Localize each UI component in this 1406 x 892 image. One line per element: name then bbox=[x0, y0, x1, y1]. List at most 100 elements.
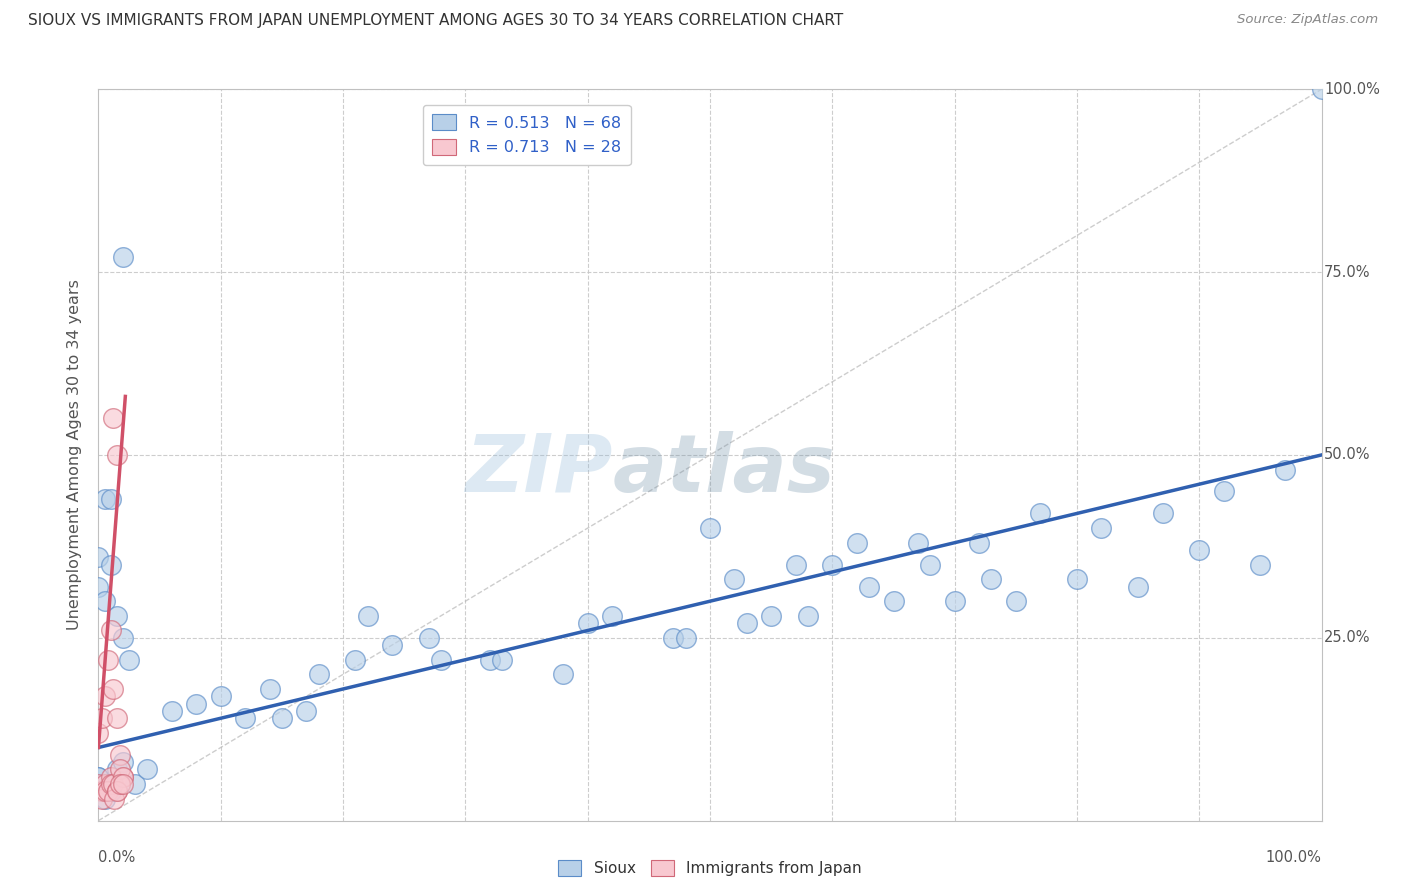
Point bbox=[87, 777, 110, 791]
Point bbox=[662, 631, 685, 645]
Point bbox=[105, 608, 128, 623]
Point bbox=[105, 784, 128, 798]
Text: 0.0%: 0.0% bbox=[98, 850, 135, 865]
Point bbox=[883, 594, 905, 608]
Point bbox=[1128, 580, 1150, 594]
Point bbox=[1029, 507, 1052, 521]
Point bbox=[110, 763, 132, 777]
Point bbox=[295, 704, 318, 718]
Point bbox=[100, 784, 122, 798]
Point bbox=[381, 638, 404, 652]
Point bbox=[87, 550, 110, 565]
Text: SIOUX VS IMMIGRANTS FROM JAPAN UNEMPLOYMENT AMONG AGES 30 TO 34 YEARS CORRELATIO: SIOUX VS IMMIGRANTS FROM JAPAN UNEMPLOYM… bbox=[28, 13, 844, 29]
Point bbox=[93, 690, 115, 704]
Point bbox=[491, 653, 513, 667]
Point bbox=[110, 747, 132, 762]
Text: 75.0%: 75.0% bbox=[1324, 265, 1371, 279]
Point bbox=[87, 770, 110, 784]
Point bbox=[97, 784, 120, 798]
Point bbox=[600, 608, 623, 623]
Point bbox=[111, 755, 134, 769]
Point bbox=[93, 784, 115, 798]
Point bbox=[785, 558, 807, 572]
Point bbox=[356, 608, 378, 623]
Point bbox=[100, 558, 122, 572]
Point bbox=[124, 777, 146, 791]
Point bbox=[93, 791, 115, 805]
Point bbox=[111, 631, 134, 645]
Point bbox=[1090, 521, 1112, 535]
Point bbox=[160, 704, 183, 718]
Point bbox=[97, 653, 120, 667]
Point bbox=[118, 653, 141, 667]
Point bbox=[1004, 594, 1026, 608]
Point bbox=[100, 777, 122, 791]
Point bbox=[105, 763, 128, 777]
Legend: Sioux, Immigrants from Japan: Sioux, Immigrants from Japan bbox=[553, 855, 868, 882]
Point bbox=[93, 777, 115, 791]
Point bbox=[111, 777, 134, 791]
Point bbox=[761, 608, 783, 623]
Point bbox=[91, 784, 114, 798]
Point bbox=[1310, 82, 1333, 96]
Point bbox=[111, 770, 134, 784]
Point bbox=[233, 711, 256, 725]
Point bbox=[100, 491, 122, 506]
Point bbox=[344, 653, 367, 667]
Point bbox=[430, 653, 453, 667]
Point bbox=[943, 594, 966, 608]
Point bbox=[87, 770, 110, 784]
Point bbox=[101, 681, 124, 696]
Point bbox=[100, 777, 122, 791]
Point bbox=[100, 624, 122, 638]
Point bbox=[100, 784, 122, 798]
Point bbox=[1274, 462, 1296, 476]
Point bbox=[797, 608, 820, 623]
Point bbox=[105, 711, 128, 725]
Point bbox=[111, 770, 134, 784]
Point bbox=[259, 681, 281, 696]
Point bbox=[87, 726, 110, 740]
Text: 100.0%: 100.0% bbox=[1324, 82, 1379, 96]
Point bbox=[93, 777, 115, 791]
Text: ZIP: ZIP bbox=[465, 431, 612, 508]
Point bbox=[270, 711, 294, 725]
Text: 25.0%: 25.0% bbox=[1324, 631, 1371, 645]
Point bbox=[1188, 543, 1211, 558]
Point bbox=[111, 251, 134, 265]
Point bbox=[1152, 507, 1174, 521]
Point bbox=[1212, 484, 1234, 499]
Point bbox=[91, 711, 114, 725]
Point bbox=[553, 667, 575, 681]
Point bbox=[576, 616, 599, 631]
Point bbox=[845, 535, 868, 549]
Point bbox=[87, 777, 110, 791]
Point bbox=[136, 763, 159, 777]
Point bbox=[967, 535, 990, 549]
Text: 50.0%: 50.0% bbox=[1324, 448, 1371, 462]
Point bbox=[93, 594, 115, 608]
Text: 100.0%: 100.0% bbox=[1265, 850, 1322, 865]
Point bbox=[821, 558, 844, 572]
Point bbox=[186, 697, 208, 711]
Point bbox=[920, 558, 942, 572]
Y-axis label: Unemployment Among Ages 30 to 34 years: Unemployment Among Ages 30 to 34 years bbox=[67, 279, 83, 631]
Point bbox=[980, 572, 1002, 586]
Point bbox=[101, 411, 124, 425]
Point bbox=[87, 580, 110, 594]
Point bbox=[675, 631, 697, 645]
Point bbox=[110, 777, 132, 791]
Point bbox=[907, 535, 929, 549]
Point bbox=[1066, 572, 1088, 586]
Point bbox=[91, 791, 114, 805]
Point bbox=[735, 616, 758, 631]
Point bbox=[103, 791, 125, 805]
Point bbox=[699, 521, 721, 535]
Point bbox=[93, 491, 115, 506]
Text: Source: ZipAtlas.com: Source: ZipAtlas.com bbox=[1237, 13, 1378, 27]
Point bbox=[418, 631, 440, 645]
Point bbox=[105, 784, 128, 798]
Point bbox=[1249, 558, 1271, 572]
Text: atlas: atlas bbox=[612, 431, 835, 508]
Point bbox=[101, 777, 124, 791]
